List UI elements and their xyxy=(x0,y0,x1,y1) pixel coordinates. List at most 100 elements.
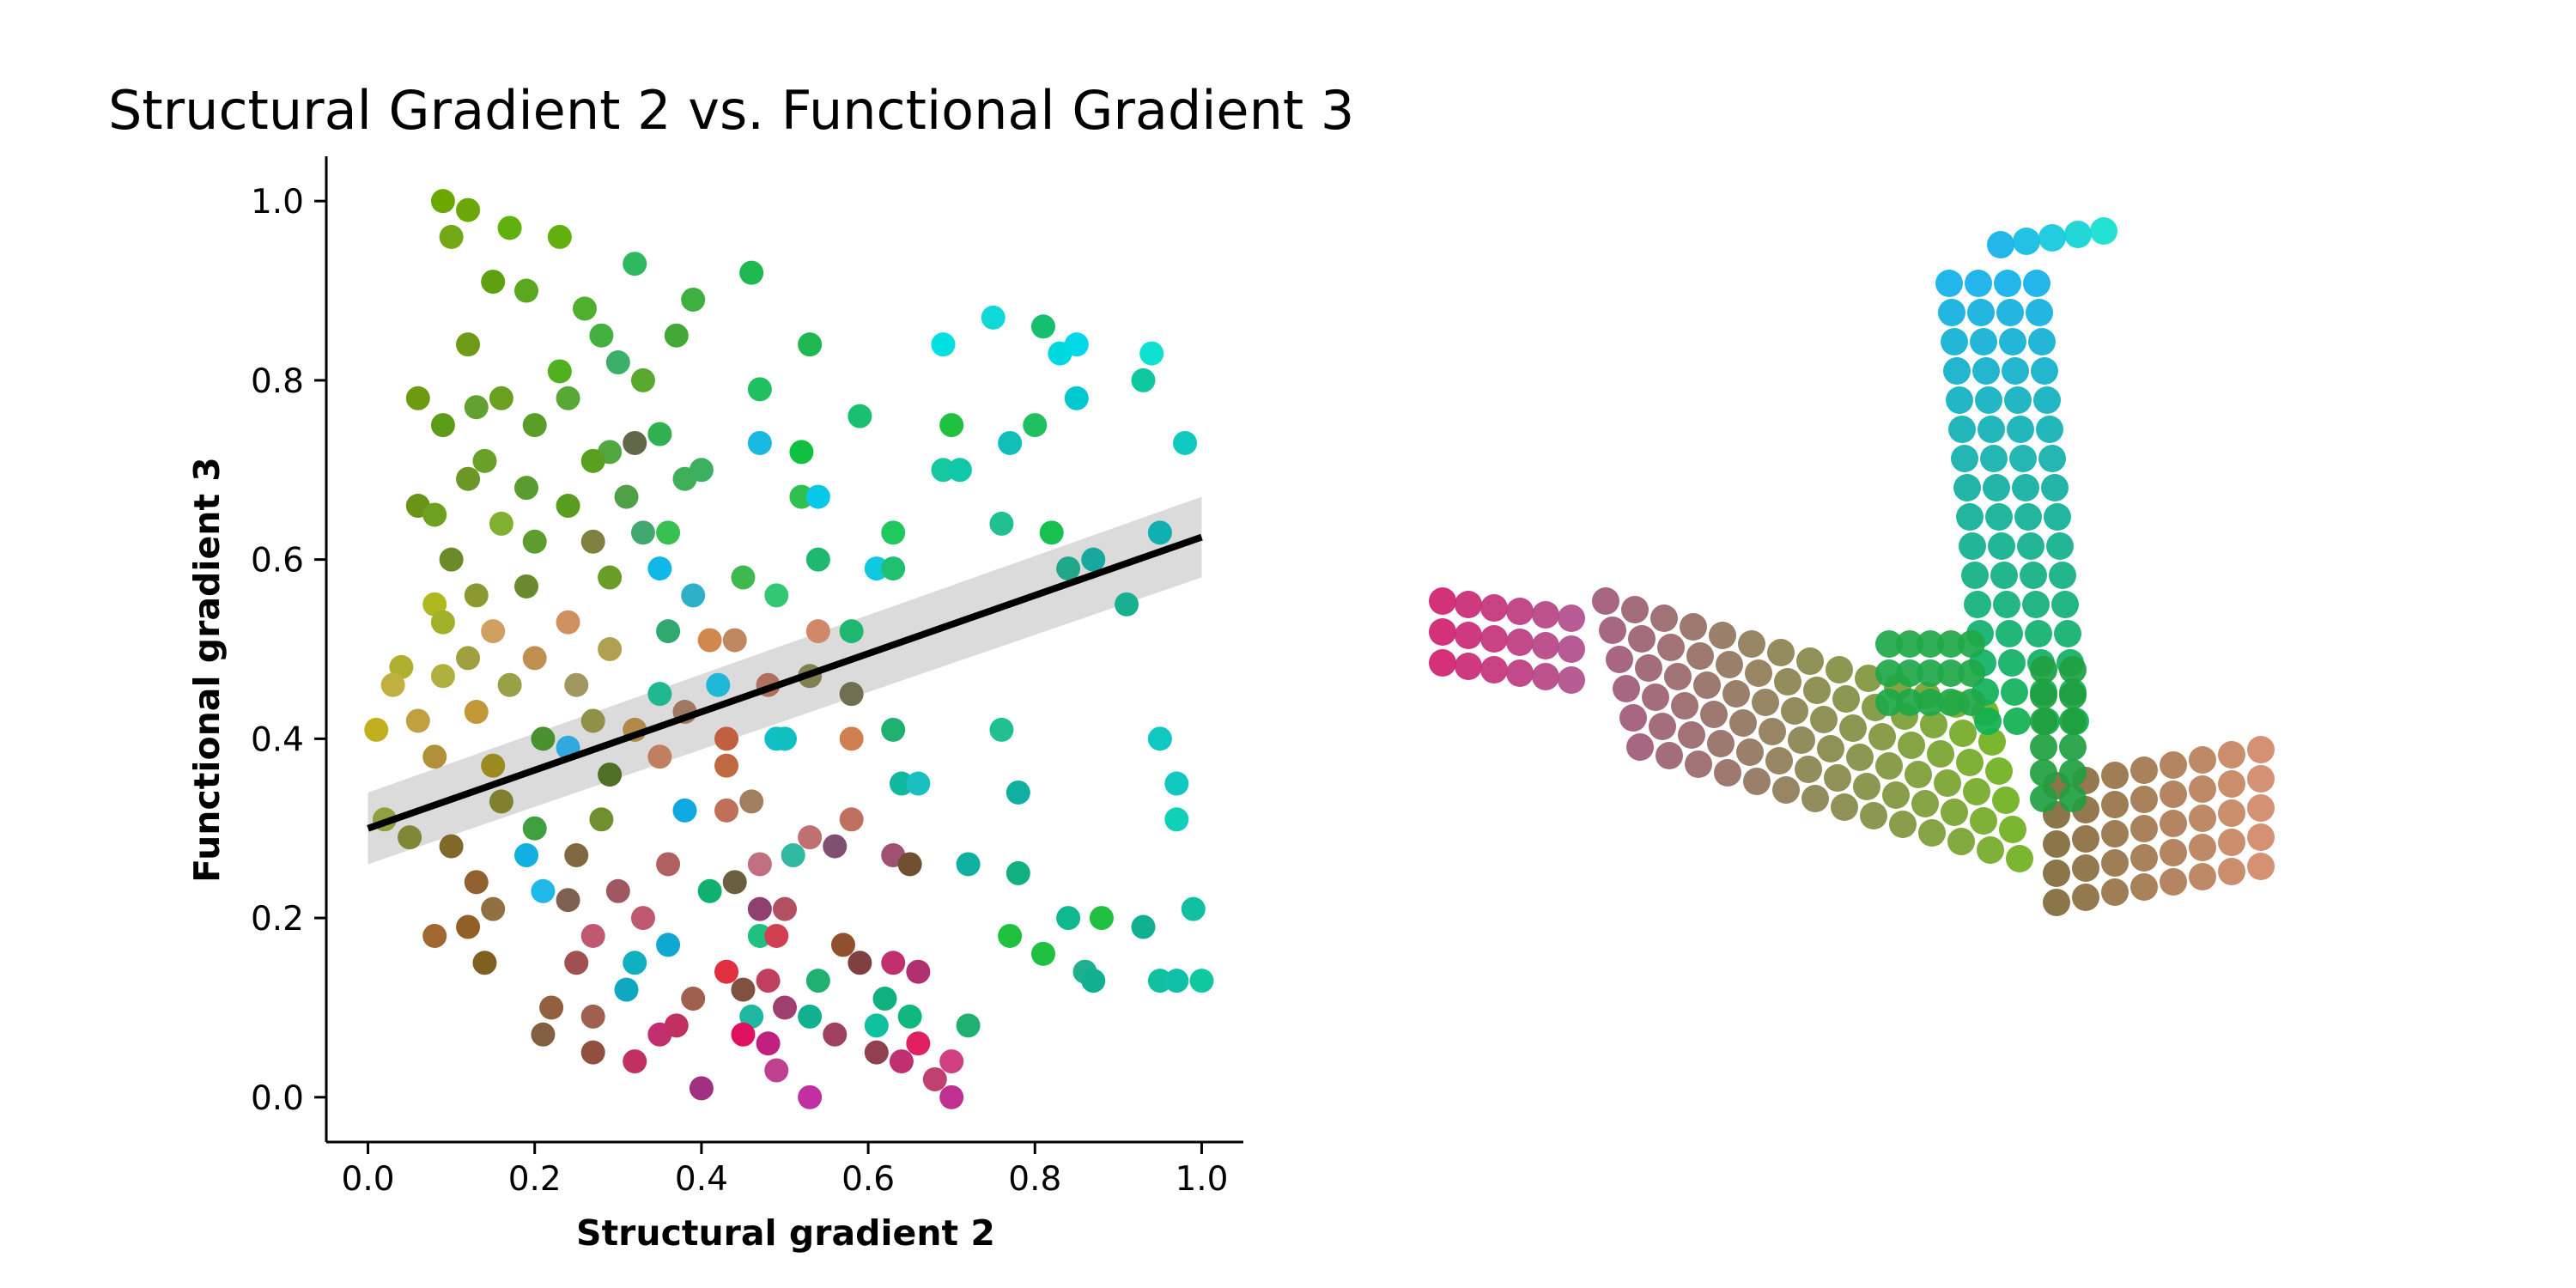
brain-dot-175 xyxy=(1896,659,1923,687)
scatter-point-17 xyxy=(1030,314,1055,339)
scatter-point-152 xyxy=(722,870,747,895)
brain-dot-44 xyxy=(1810,706,1838,733)
brain-dot-108 xyxy=(1996,299,2024,326)
brain-dot-223 xyxy=(2247,794,2275,822)
scatter-point-204 xyxy=(823,1022,848,1047)
scatter-point-40 xyxy=(647,422,672,447)
brain-dot-95 xyxy=(1506,659,1534,687)
brain-dot-119 xyxy=(1975,386,2002,414)
brain-dot-12 xyxy=(1650,605,1678,632)
axes: 0.0 0.2 0.4 0.6 0.8 1.0 0.0 0.2 0.4 0.6 0.8 1.0 xyxy=(251,156,1243,1199)
brain-dot-8 xyxy=(1635,654,1662,682)
brain-dot-126 xyxy=(1951,445,1978,472)
brain-dot-77 xyxy=(1977,836,2004,864)
brain-dot-123 xyxy=(1978,416,2005,443)
scatter-point-43 xyxy=(472,448,497,473)
scatter-point-136 xyxy=(1164,807,1189,832)
brain-dot-7 xyxy=(1628,625,1656,653)
brain-dot-145 xyxy=(2049,562,2076,589)
scatter-point-170 xyxy=(472,951,497,975)
chart-title: Structural Gradient 2 vs. Functional Gra… xyxy=(108,79,1355,142)
scatter-point-5 xyxy=(623,252,647,276)
scatter-point-42 xyxy=(789,440,814,465)
scatter-point-2 xyxy=(547,224,572,249)
brain-dot-23 xyxy=(1714,759,1741,787)
scatter-point-175 xyxy=(848,951,872,975)
brain-dot-41 xyxy=(1801,785,1829,812)
scatter-point-205 xyxy=(864,1040,889,1065)
scatter-point-28 xyxy=(464,395,489,420)
scatter-point-6 xyxy=(739,260,764,285)
brain-dot-109 xyxy=(2026,299,2053,326)
scatter-point-59 xyxy=(656,520,681,545)
scatter-point-20 xyxy=(1139,341,1164,366)
scatter-point-193 xyxy=(664,1013,689,1038)
brain-dot-30 xyxy=(1738,630,1765,658)
scatter-point-52 xyxy=(805,484,830,509)
scatter-point-56 xyxy=(614,484,639,509)
brain-dot-10 xyxy=(1649,713,1676,740)
brain-dot-88 xyxy=(1455,622,1482,649)
scatter-point-80 xyxy=(1115,592,1139,617)
brain-dot-32 xyxy=(1752,689,1779,716)
y-tick-label-4: 0.8 xyxy=(251,362,304,401)
scatter-point-1 xyxy=(456,197,481,222)
x-tick-label-0: 0.0 xyxy=(342,1160,395,1199)
brain-dot-51 xyxy=(1846,744,1874,771)
brain-dot-140 xyxy=(2017,532,2044,560)
brain-dot-24 xyxy=(1709,622,1736,649)
scatter-point-125 xyxy=(1164,771,1189,796)
scatter-point-169 xyxy=(998,923,1023,948)
brain-dot-102 xyxy=(1935,270,1963,297)
brain-dot-84 xyxy=(1429,587,1456,615)
brain-dot-90 xyxy=(1480,594,1508,622)
brain-dot-104 xyxy=(1994,270,2021,297)
scatter-point-189 xyxy=(1081,969,1106,993)
x-tick-label-4: 0.8 xyxy=(1008,1160,1061,1199)
scatter-point-26 xyxy=(489,386,513,410)
scatter-points xyxy=(364,189,1214,1109)
brain-dot-159 xyxy=(2001,678,2028,706)
brain-dot-167 xyxy=(2013,228,2040,255)
brain-dot-129 xyxy=(2038,445,2066,472)
brain-dot-168 xyxy=(2038,224,2066,252)
brain-dot-206 xyxy=(2160,751,2187,779)
brain-dot-56 xyxy=(1868,723,1896,750)
brain-dot-83 xyxy=(2006,845,2033,872)
brain-dot-222 xyxy=(2247,765,2275,793)
brain-dot-54 xyxy=(1855,665,1882,692)
brain-dot-14 xyxy=(1664,663,1692,690)
scatter-point-160 xyxy=(1131,914,1156,939)
brain-dot-59 xyxy=(1889,811,1917,838)
scatter-point-61 xyxy=(989,511,1014,536)
brain-dot-143 xyxy=(1990,562,2018,589)
brain-dot-65 xyxy=(1918,819,1946,847)
scatter-point-41 xyxy=(747,430,772,455)
scatter-point-127 xyxy=(398,825,422,850)
brain-dot-43 xyxy=(1803,677,1831,704)
brain-dot-35 xyxy=(1772,776,1800,804)
brain-dot-148 xyxy=(2022,591,2050,618)
brain-dot-172 xyxy=(1875,659,1903,687)
scatter-point-174 xyxy=(756,969,781,993)
brain-dot-36 xyxy=(1767,639,1795,666)
brain-dot-1 xyxy=(1599,617,1626,644)
regression-line-layer xyxy=(367,533,1203,832)
scatter-point-54 xyxy=(422,502,447,527)
scatter-point-19 xyxy=(1064,332,1089,357)
scatter-point-206 xyxy=(889,1049,914,1074)
scatter-point-16 xyxy=(981,305,1005,330)
brain-dot-71 xyxy=(1947,828,1975,855)
regression-line xyxy=(367,533,1203,832)
brain-dot-185 xyxy=(1958,689,1985,716)
scatter-point-121 xyxy=(714,753,739,778)
scatter-point-69 xyxy=(864,556,889,581)
scatter-point-124 xyxy=(1005,780,1030,805)
scatter-point-104 xyxy=(464,700,489,725)
scatter-point-132 xyxy=(714,798,739,823)
brain-dot-86 xyxy=(1429,649,1456,677)
brain-dot-141 xyxy=(2046,532,2074,560)
scatter-point-8 xyxy=(514,278,539,303)
scatter-point-58 xyxy=(630,520,655,545)
scatter-point-212 xyxy=(922,1066,947,1091)
